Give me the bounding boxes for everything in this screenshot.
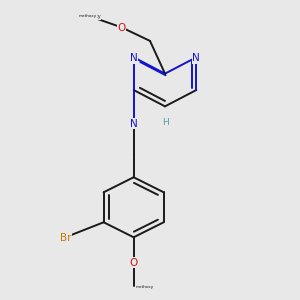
Text: methoxy: methoxy [78, 14, 96, 17]
Text: N: N [193, 53, 200, 63]
Text: N: N [130, 119, 137, 129]
Text: O: O [117, 23, 125, 33]
Text: Br: Br [60, 233, 71, 243]
Text: O: O [130, 258, 138, 268]
Text: H: H [162, 118, 168, 127]
Text: methoxy: methoxy [135, 285, 154, 289]
Text: methoxy: methoxy [79, 14, 101, 20]
Text: N: N [130, 53, 137, 63]
